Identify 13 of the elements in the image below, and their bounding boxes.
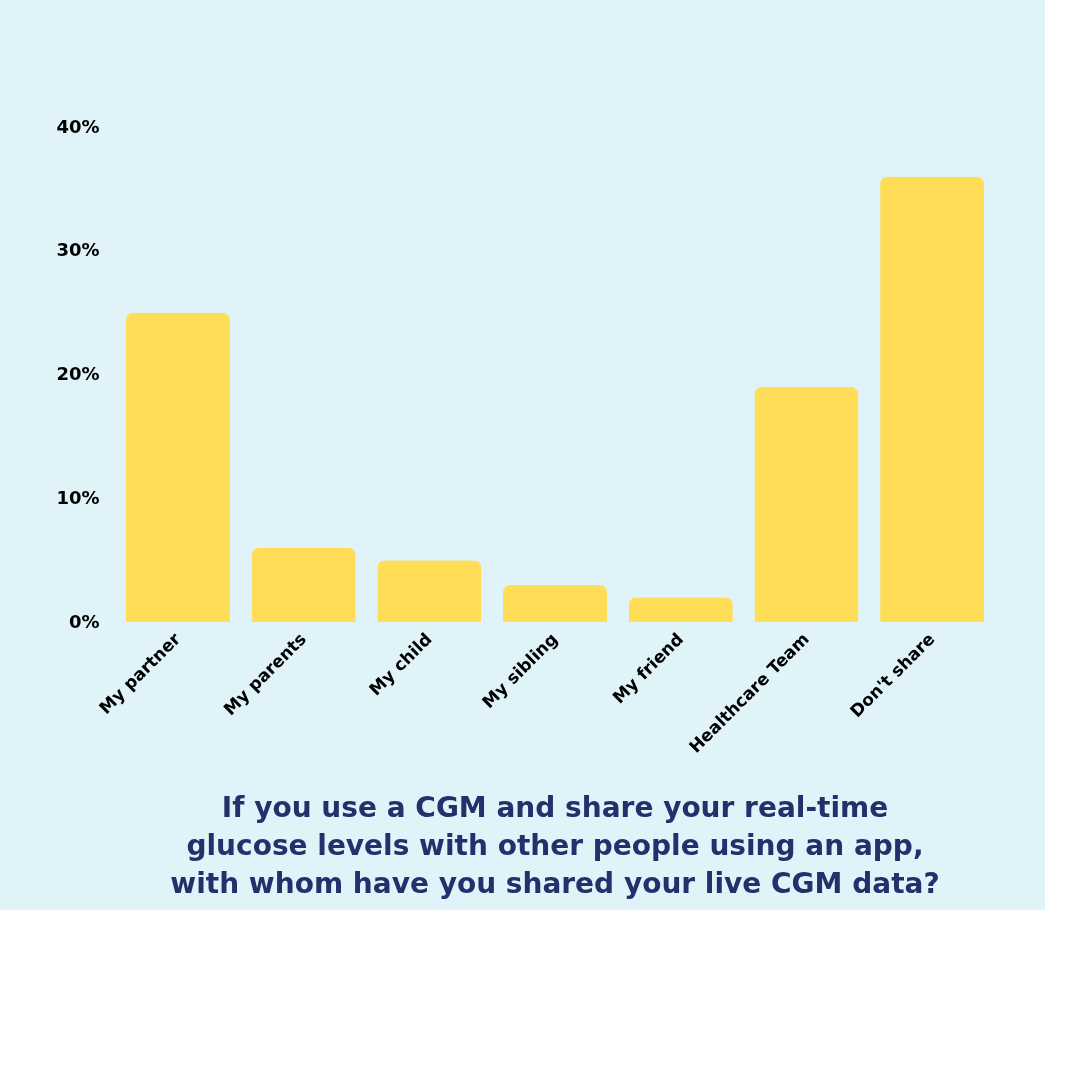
y-tick-label: 10%	[56, 486, 100, 508]
bar	[251, 547, 356, 622]
bar	[377, 560, 482, 622]
bar	[880, 176, 985, 622]
bar	[628, 597, 733, 622]
y-tick-label: 30%	[56, 239, 100, 261]
bar	[502, 584, 608, 622]
text: If you use a CGM and share your real-time glucose levels with other people using an app, with whom have you shared your live CGM data?	[170, 791, 940, 901]
y-tick-label: 0%	[68, 610, 100, 632]
y-tick-label: 40%	[56, 115, 100, 137]
bar	[754, 386, 859, 622]
y-tick-label: 20%	[56, 363, 100, 384]
bar	[125, 312, 230, 622]
